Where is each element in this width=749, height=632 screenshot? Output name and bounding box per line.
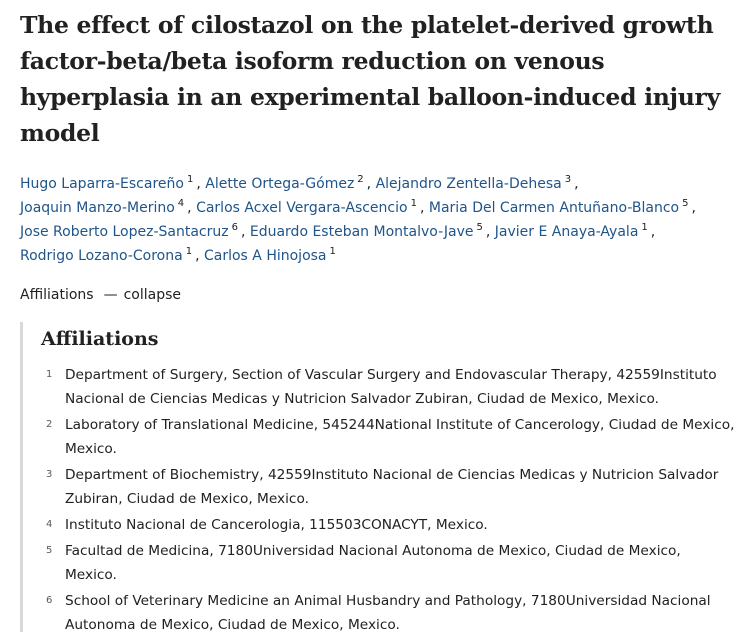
- article-title: The effect of cilostazol on the platelet…: [20, 11, 720, 147]
- author-entry: Joaquin Manzo-Merino 4,: [20, 198, 192, 216]
- affiliations-panel: Affiliations 1 Department of Surgery, Se…: [20, 322, 740, 632]
- author-link[interactable]: Alejandro Zentella-Dehesa: [375, 176, 562, 192]
- affiliation-text: Instituto Nacional de Cancerologia, 1155…: [65, 517, 488, 533]
- affiliation-number: 5: [46, 545, 53, 556]
- author-affiliation-ref[interactable]: 4: [177, 198, 185, 210]
- author-entry: Eduardo Esteban Montalvo-Jave 5,: [249, 222, 491, 240]
- affiliation-item: 1 Department of Surgery, Section of Vasc…: [41, 363, 735, 411]
- author-affiliation-ref[interactable]: 3: [564, 174, 572, 186]
- affiliations-heading: Affiliations: [41, 328, 159, 350]
- author-entry: Rodrigo Lozano-Corona 1,: [20, 246, 200, 264]
- affiliation-text: Department of Biochemistry, 42559Institu…: [65, 467, 719, 507]
- author-link[interactable]: Rodrigo Lozano-Corona: [20, 248, 183, 264]
- affiliation-number: 2: [46, 419, 53, 430]
- toggle-dash: —: [103, 287, 118, 303]
- affiliation-text: Facultad de Medicina, 7180Universidad Na…: [65, 543, 681, 583]
- affiliations-list: 1 Department of Surgery, Section of Vasc…: [41, 363, 735, 632]
- author-link[interactable]: Eduardo Esteban Montalvo-Jave: [249, 224, 474, 240]
- author-list: Hugo Laparra-Escareño 1, Alette Ortega-Gó…: [20, 172, 740, 268]
- author-link[interactable]: Jose Roberto Lopez-Santacruz: [20, 224, 229, 240]
- affiliation-item: 3 Department of Biochemistry, 42559Insti…: [41, 463, 735, 511]
- affiliation-number: 3: [46, 469, 53, 480]
- affiliation-number: 6: [46, 595, 53, 606]
- author-entry: Carlos Acxel Vergara-Ascencio 1,: [196, 198, 425, 216]
- collapse-link[interactable]: collapse: [123, 287, 182, 303]
- affiliations-toggle-label[interactable]: Affiliations: [20, 287, 94, 303]
- affiliation-text: School of Veterinary Medicine an Animal …: [65, 593, 711, 632]
- author-link[interactable]: Alette Ortega-Gómez: [205, 176, 355, 192]
- affiliation-item: 5 Facultad de Medicina, 7180Universidad …: [41, 539, 735, 587]
- author-affiliation-ref[interactable]: 1: [329, 246, 336, 258]
- affiliation-text: Department of Surgery, Section of Vascul…: [65, 367, 717, 407]
- author-entry: Alette Ortega-Gómez 2,: [205, 174, 372, 192]
- author-entry: Carlos A Hinojosa 1: [203, 246, 339, 264]
- author-affiliation-ref[interactable]: 2: [357, 174, 364, 186]
- author-link[interactable]: Javier E Anaya-Ayala: [494, 224, 639, 240]
- author-affiliation-ref[interactable]: 1: [185, 246, 193, 258]
- author-affiliation-ref[interactable]: 5: [682, 198, 689, 210]
- author-link[interactable]: Carlos A Hinojosa: [203, 248, 327, 264]
- author-link[interactable]: Joaquin Manzo-Merino: [20, 200, 175, 216]
- affiliation-number: 1: [46, 369, 53, 380]
- author-entry: Alejandro Zentella-Dehesa 3,: [375, 174, 579, 192]
- author-entry: Jose Roberto Lopez-Santacruz 6,: [20, 222, 246, 240]
- author-affiliation-ref[interactable]: 5: [476, 222, 483, 234]
- author-affiliation-ref[interactable]: 1: [410, 198, 417, 210]
- author-affiliation-ref[interactable]: 1: [186, 174, 194, 186]
- author-link[interactable]: Hugo Laparra-Escareño: [20, 176, 184, 192]
- affiliations-toggle[interactable]: Affiliations — collapse: [20, 284, 181, 306]
- author-entry: Maria Del Carmen Antuñano-Blanco 5,: [428, 198, 696, 216]
- affiliation-text: Laboratory of Translational Medicine, 54…: [65, 417, 735, 457]
- affiliation-number: 4: [46, 519, 53, 530]
- author-entry: Hugo Laparra-Escareño 1,: [20, 174, 201, 192]
- author-affiliation-ref[interactable]: 1: [641, 222, 648, 234]
- author-affiliation-ref[interactable]: 6: [231, 222, 238, 234]
- affiliation-item: 6 School of Veterinary Medicine an Anima…: [41, 589, 735, 632]
- author-entry: Javier E Anaya-Ayala 1,: [494, 222, 656, 240]
- author-link[interactable]: Maria Del Carmen Antuñano-Blanco: [428, 200, 680, 216]
- author-link[interactable]: Carlos Acxel Vergara-Ascencio: [196, 200, 408, 216]
- affiliation-item: 4 Instituto Nacional de Cancerologia, 11…: [41, 513, 735, 537]
- affiliation-item: 2 Laboratory of Translational Medicine, …: [41, 413, 735, 461]
